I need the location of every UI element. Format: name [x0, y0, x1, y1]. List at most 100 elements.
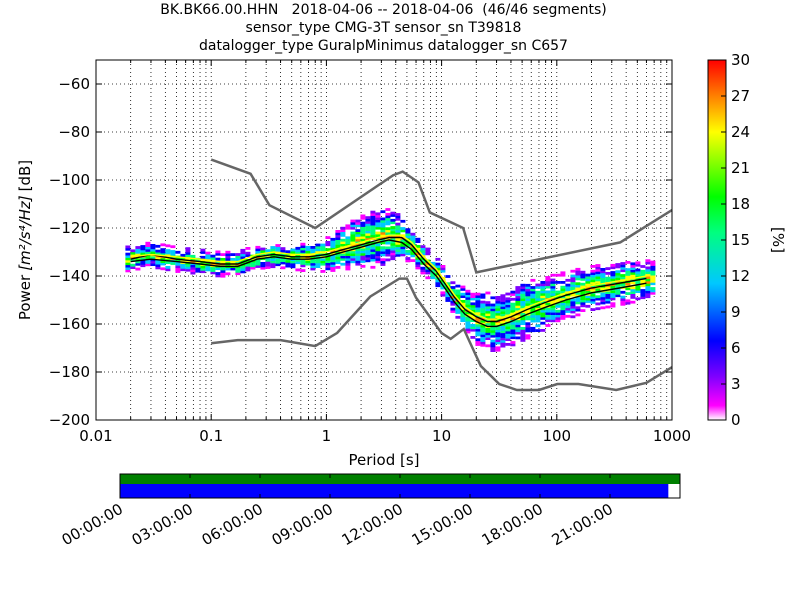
density-cell [330, 249, 336, 253]
y-tick-label: −80 [58, 123, 90, 141]
density-cell [450, 286, 456, 289]
density-cell [570, 277, 576, 280]
density-cell [515, 336, 521, 340]
density-cell [165, 268, 171, 272]
density-cell [555, 317, 561, 320]
density-cell [555, 295, 561, 299]
density-cell [480, 336, 486, 340]
density-cell [410, 254, 416, 258]
density-cell [510, 293, 516, 296]
density-cell [245, 266, 251, 269]
density-cell [245, 247, 251, 250]
density-cell [445, 296, 451, 300]
density-cell [205, 251, 211, 255]
density-cell [600, 292, 606, 295]
density-cell [380, 224, 386, 228]
density-cell [440, 267, 446, 271]
density-cell [385, 217, 391, 221]
density-cell [580, 297, 586, 300]
density-cell [475, 295, 481, 298]
density-cell [405, 228, 411, 232]
density-cell [380, 246, 386, 250]
density-cell [645, 261, 651, 265]
density-cell [395, 246, 401, 250]
density-cell [580, 285, 586, 288]
density-cell [345, 226, 351, 230]
density-cell [540, 297, 546, 301]
density-cell [295, 246, 301, 250]
density-cell [525, 322, 531, 326]
density-cell [475, 328, 481, 332]
density-cell [195, 269, 201, 273]
density-cell [340, 258, 346, 261]
density-cell [130, 254, 136, 257]
density-cell [445, 289, 451, 293]
density-cell [395, 237, 401, 240]
density-cell [465, 321, 471, 324]
density-cell [390, 228, 396, 232]
density-cell [575, 270, 581, 274]
density-cell [165, 244, 171, 248]
density-cell [495, 296, 501, 299]
density-cell [260, 264, 266, 268]
density-cell [140, 252, 146, 256]
density-cell [365, 247, 371, 251]
density-cell [510, 329, 516, 332]
density-cell [180, 253, 186, 257]
density-cell [520, 293, 526, 297]
density-cell [470, 324, 476, 327]
density-cell [645, 268, 651, 272]
density-cell [160, 250, 166, 254]
density-cell [625, 301, 631, 305]
density-cell [500, 330, 506, 334]
density-cell [475, 331, 481, 334]
density-cell [605, 305, 611, 309]
density-cell [195, 265, 201, 268]
density-cell [145, 256, 151, 259]
density-cell [480, 329, 486, 333]
density-cell [515, 293, 521, 297]
density-cell [520, 312, 526, 316]
density-cell [360, 260, 366, 263]
density-cell [295, 254, 301, 257]
density-cell [370, 253, 376, 257]
density-cell [500, 301, 506, 305]
density-cell [540, 295, 546, 299]
density-cell [505, 323, 511, 327]
density-cell [350, 260, 356, 264]
density-cell [595, 307, 601, 311]
density-cell [510, 336, 516, 340]
density-cell [475, 333, 481, 337]
density-cell [620, 266, 626, 270]
density-cell [375, 214, 381, 218]
density-cell [480, 312, 486, 316]
density-cell [365, 254, 371, 258]
density-cell [500, 313, 506, 317]
density-cell [375, 224, 381, 228]
density-cell [540, 283, 546, 287]
density-cell [570, 284, 576, 287]
density-cell [220, 267, 226, 271]
density-cell [260, 266, 266, 270]
density-cell [525, 288, 531, 292]
density-cell [255, 265, 261, 268]
density-cell [430, 261, 436, 265]
density-cell [530, 319, 536, 323]
density-cell [550, 288, 556, 291]
density-cell [355, 229, 361, 232]
density-cell [645, 295, 651, 299]
density-cell [495, 308, 501, 311]
density-cell [375, 234, 381, 237]
density-cell [400, 227, 406, 230]
density-cell [420, 252, 426, 256]
density-cell [615, 284, 621, 288]
density-cell [590, 301, 596, 304]
density-cell [490, 330, 496, 333]
density-cell [370, 258, 376, 262]
density-cell [395, 213, 401, 216]
density-cell [450, 307, 456, 311]
density-cell [280, 259, 286, 262]
density-cell [315, 253, 321, 256]
density-cell [325, 248, 331, 251]
density-cell [445, 294, 451, 298]
